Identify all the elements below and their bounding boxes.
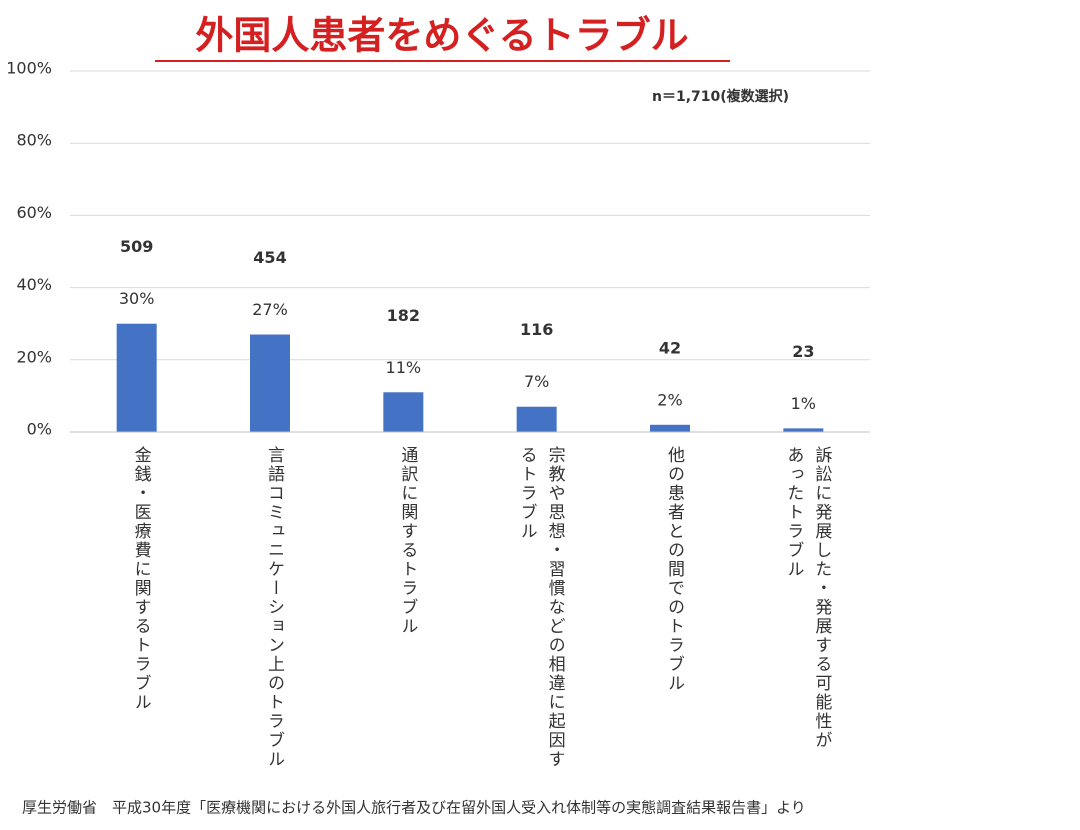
value-label: 11% [386,358,422,377]
count-label: 182 [387,306,420,325]
y-tick-label: 20% [16,347,52,366]
count-label: 42 [659,338,681,357]
value-label: 27% [252,300,288,319]
annotation: n＝1,710(複数選択) [652,88,789,105]
value-label: 7% [524,372,549,391]
x-tick-label: 言語コミュニケーション上のトラブル [264,446,284,769]
y-tick-label: 100% [6,59,52,78]
y-tick-label: 0% [27,420,52,439]
x-tick-label: 通訳に関するトラブル [397,446,418,636]
y-tick-label: 60% [16,203,52,222]
bar [516,406,557,432]
value-label: 2% [657,390,682,409]
count-label: 454 [253,248,286,267]
bar [650,424,690,432]
chart-title: 外国人患者をめぐるトラブル [195,14,688,58]
x-tick-label: 宗教や思想・習慣などの相違に起因す るトラブル [516,446,565,769]
x-tick-label: 他の患者との間でのトラブル [664,446,684,693]
bar [250,334,290,432]
bar [783,428,824,432]
count-label: 116 [520,320,553,339]
count-label: 509 [120,237,153,256]
bar [116,323,157,432]
source-note: 厚生労働省 平成30年度「医療機関における外国人旅行者及び在留外国人受入れ体制等… [22,799,806,817]
count-label: 23 [792,342,814,361]
value-label: 1% [791,394,816,413]
x-tick-label: 訴訟に発展した・発展する可能性が あったトラブル [783,446,832,750]
x-tick-label: 金銭・医療費に関するトラブル [130,446,151,712]
y-tick-label: 80% [16,131,52,150]
bar [383,392,424,432]
y-tick-label: 40% [16,275,52,294]
value-label: 30% [119,289,155,308]
